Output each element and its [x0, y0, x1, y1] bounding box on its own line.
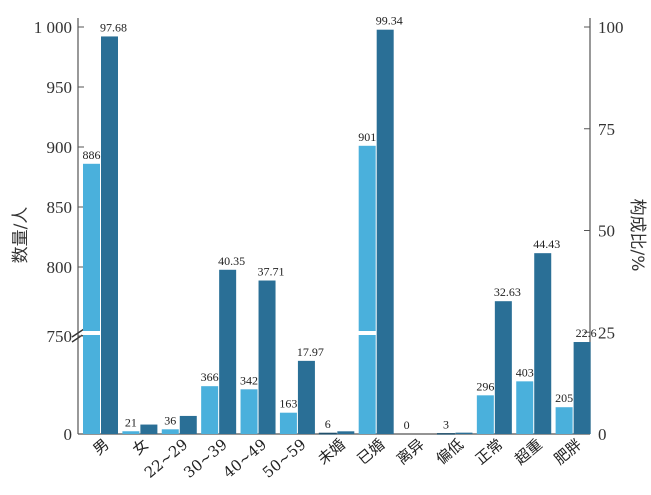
data-label-count: 901 [358, 130, 376, 144]
x-tick-label: 男 [89, 435, 112, 458]
data-label-count: 163 [279, 397, 297, 411]
x-tick-label: 超重 [511, 435, 546, 468]
bar-count [240, 389, 258, 434]
bar-count [358, 145, 376, 435]
x-tick-label: 偏低 [432, 435, 467, 468]
x-tick-label: 30~39 [180, 435, 230, 481]
x-tick-label: 离异 [393, 435, 428, 468]
data-label-count: 296 [476, 379, 494, 393]
bar-percent [140, 424, 158, 434]
data-label-count: 21 [125, 415, 137, 429]
bar-count [201, 386, 219, 434]
bar-count [476, 395, 494, 434]
bar-percent [337, 431, 355, 434]
y-axis-title-left: 数量/人 [11, 207, 31, 264]
x-tick-label: 50~59 [259, 435, 309, 481]
data-label-percent: 99.34 [376, 14, 403, 28]
bar-percent [297, 360, 315, 434]
bar-count [436, 433, 455, 435]
bar-count [279, 412, 297, 434]
y-tick-label-left: 800 [47, 258, 73, 277]
bar-percent [573, 342, 591, 434]
data-label-count: 205 [555, 391, 573, 405]
bar-percent [455, 432, 473, 434]
bar-percent [376, 29, 394, 435]
data-label-percent: 32.63 [494, 285, 521, 299]
bar-count [318, 432, 337, 435]
x-tick-label: 已婚 [354, 435, 389, 468]
bar-count [83, 163, 100, 435]
y-axis-title-right: 构成比/% [627, 199, 647, 272]
bar-percent [494, 301, 512, 434]
y-tick-label-right: 0 [598, 425, 607, 444]
y-tick-label-left: 750 [47, 327, 73, 346]
x-tick-label: 22~29 [141, 435, 191, 481]
y-tick-label-right: 25 [598, 323, 615, 342]
data-label-percent: 17.97 [297, 345, 324, 359]
data-label-count: 342 [240, 373, 258, 387]
bar-percent [258, 280, 276, 434]
axis-break-mark [71, 328, 85, 338]
data-label-percent: 44.43 [533, 237, 560, 251]
y-tick-label-left: 1 000 [34, 18, 72, 37]
data-label-percent: 97.68 [100, 20, 127, 34]
y-tick-label-left: 950 [47, 78, 73, 97]
y-tick-label-left: 0 [64, 425, 73, 444]
data-label-count: 366 [201, 370, 219, 384]
bar-count [161, 429, 179, 434]
data-label-percent: 22.6 [576, 326, 597, 340]
bar-count [122, 431, 140, 434]
data-label-percent: 40.35 [218, 254, 245, 268]
bar-percent [219, 269, 237, 434]
x-tick-label: 肥胖 [551, 435, 586, 468]
data-label-count: 403 [516, 365, 534, 379]
x-tick-label: 正常 [472, 435, 507, 468]
y-tick-label-right: 75 [598, 120, 615, 139]
data-label-count: 3 [443, 418, 449, 432]
y-tick-label-left: 850 [47, 198, 73, 217]
data-label-count: 6 [325, 417, 331, 431]
data-label-count: 886 [83, 148, 101, 162]
bar-break-gap [357, 331, 377, 335]
data-label-count: 36 [164, 413, 176, 427]
bar-break-gap [82, 331, 101, 335]
x-tick-label: 40~49 [220, 435, 270, 481]
bar-count [516, 381, 534, 434]
bar-percent [101, 36, 118, 435]
bar-percent [179, 415, 197, 434]
y-tick-label-left: 900 [47, 138, 73, 157]
data-label-percent: 37.71 [258, 265, 285, 279]
x-tick-label: 女 [129, 435, 152, 458]
axis-break-mark [71, 333, 85, 343]
y-tick-label-right: 100 [598, 18, 624, 37]
x-tick-label: 未婚 [314, 435, 349, 468]
bar-percent [534, 253, 552, 434]
bar-count [555, 407, 573, 434]
data-label-count: 0 [404, 418, 410, 432]
y-tick-label-right: 50 [598, 222, 615, 241]
